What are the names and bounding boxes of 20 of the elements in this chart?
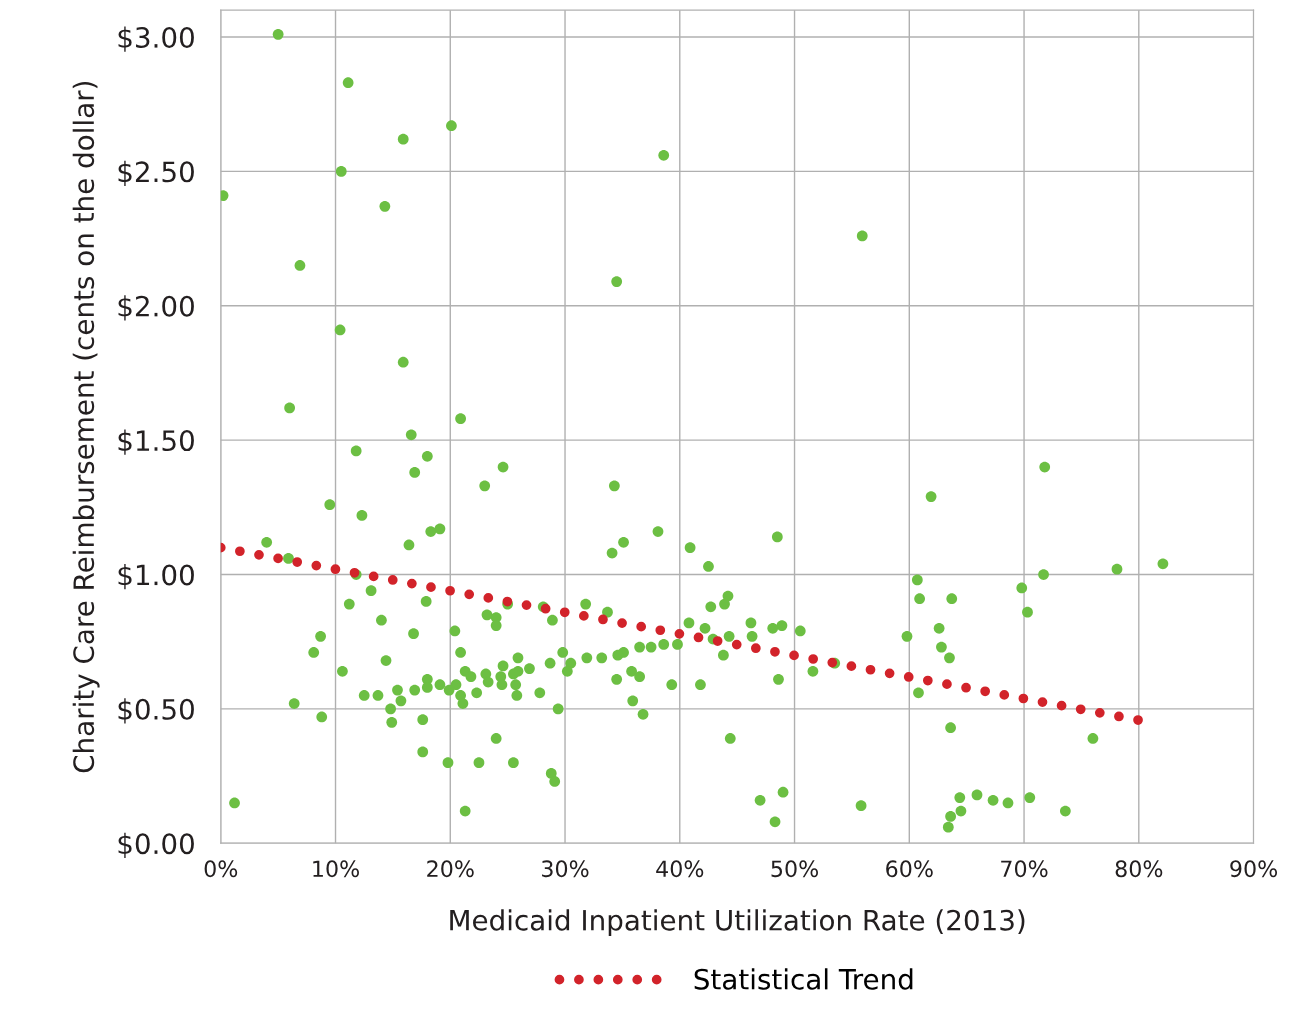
- x-tick-label: 10%: [313, 860, 359, 878]
- x-tick-label: 20%: [427, 860, 474, 878]
- y-tick-label: $2.50: [118, 160, 194, 187]
- x-tick-label: 50%: [771, 860, 819, 878]
- y-tick-label: $2.00: [118, 295, 194, 321]
- y-tick-label: $3.00: [118, 26, 194, 52]
- legend-label: Statistical Trend: [694, 968, 913, 990]
- x-tick-label: 0%: [204, 860, 238, 878]
- y-axis-title: Charity Care Reimbursement (cents on the dollar): [72, 81, 100, 773]
- x-tick-label: 80%: [1115, 860, 1163, 878]
- y-tick-label: $0.00: [118, 832, 194, 858]
- x-tick-label: 60%: [886, 860, 933, 878]
- x-tick-label: 70%: [1001, 860, 1048, 878]
- x-tick-label: 40%: [656, 860, 704, 878]
- y-tick-label: $0.50: [118, 698, 194, 724]
- y-tick-label: $1.00: [118, 563, 194, 590]
- y-tick-label: $1.50: [118, 429, 194, 455]
- x-tick-label: 30%: [542, 860, 589, 878]
- x-tick-label: 90%: [1230, 860, 1278, 878]
- x-axis-title: Medicaid Inpatient Utilization Rate (2013): [450, 909, 1025, 937]
